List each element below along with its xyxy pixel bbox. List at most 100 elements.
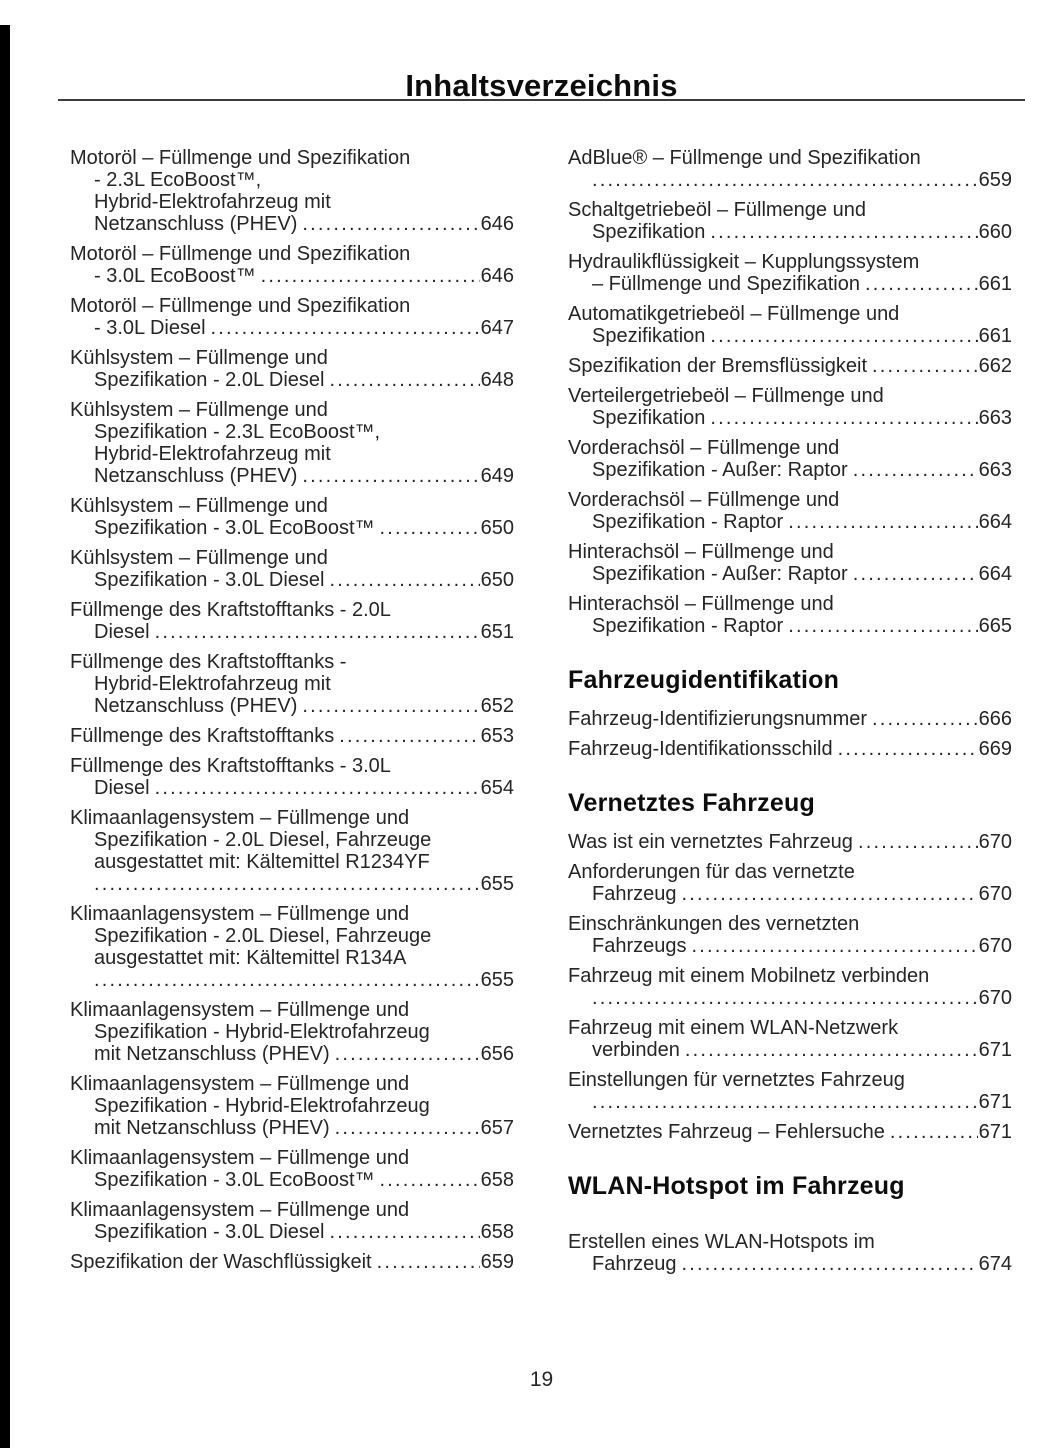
toc-entry-last-line: Diesel..................................… [70,621,514,643]
toc-entry-last-line: Netzanschluss (PHEV)....................… [70,213,514,235]
toc-entry: Motoröl – Füllmenge und Spezifikation - 3… [70,295,514,339]
toc-entry-line: Hybrid-Elektrofahrzeug mit [94,673,331,695]
toc-entry: Füllmenge des Kraftstofftanks - 3.0L Dies… [70,755,514,799]
toc-entry-line: Vorderachsöl – Füllmenge und [568,489,840,511]
dot-leader: ........................................… [837,738,978,760]
toc-entry-last-line: Fahrzeug-Identifizierungsnummer.........… [568,708,1012,730]
dot-leader: ........................................… [210,317,480,339]
toc-entry-line: ausgestattet mit: Kältemittel R134A [94,947,407,969]
dot-leader: ........................................… [302,213,480,235]
dot-leader: ........................................… [889,1121,978,1143]
toc-page-number: 671 [978,1039,1012,1061]
toc-entry: Füllmenge des Kraftstofftanks...........… [70,725,514,747]
toc-entry-line: Verteilergetriebeöl – Füllmenge und [568,385,884,407]
toc-entry: Hinterachsöl – Füllmenge und Spezifikatio… [568,593,1012,637]
toc-entry: Anforderungen für das vernetzte Fahrzeug.… [568,861,1012,905]
toc-entry-text: Netzanschluss (PHEV) [94,213,298,235]
toc-entry-last-line: Spezifikation - 3.0L EcoBoost™..........… [70,517,514,539]
toc-entry-text: Was ist ein vernetztes Fahrzeug [568,831,853,853]
toc-entry-last-line: ........................................… [568,1091,1012,1113]
toc-entry-text: Diesel [94,621,150,643]
toc-entry-text: Spezifikation der Bremsflüssigkeit [568,355,868,377]
toc-entry: Klimaanlagensystem – Füllmenge und Spezif… [70,999,514,1065]
toc-entry-line: Hydraulikflüssigkeit – Kupplungssystem [568,251,920,273]
toc-entry-line: Motoröl – Füllmenge und Spezifikation [70,243,411,265]
toc-entry-line: Motoröl – Füllmenge und Spezifikation [70,295,411,317]
toc-entry: Einschränkungen des vernetzten Fahrzeugs.… [568,913,1012,957]
dot-leader: ........................................… [681,1253,978,1275]
toc-entry-text: - 3.0L Diesel [94,317,206,339]
dot-leader: ........................................… [302,695,480,717]
toc-entry: Fahrzeug-Identifizierungsnummer.........… [568,708,1012,730]
toc-entry-line: Klimaanlagensystem – Füllmenge und [70,807,410,829]
toc-entry: Kühlsystem – Füllmenge und Spezifikation … [70,399,514,487]
toc-page-number: 651 [480,621,514,643]
toc-page-number: 670 [978,987,1012,1009]
toc-entry-text: Spezifikation - 3.0L EcoBoost™ [94,517,375,539]
toc-page-number: 648 [480,369,514,391]
toc-entry-line: Hinterachsöl – Füllmenge und [568,593,834,615]
toc-entry-line: Schaltgetriebeöl – Füllmenge und [568,199,866,221]
toc-entry-last-line: Spezifikation der Waschflüssigkeit......… [70,1251,514,1273]
toc-entry-text: Spezifikation - Raptor [592,511,784,533]
toc-entry: Klimaanlagensystem – Füllmenge und Spezif… [70,1073,514,1139]
title-divider-rule [58,99,1025,101]
toc-entry-text: - 3.0L EcoBoost™ [94,265,256,287]
dot-leader: ........................................… [334,1043,480,1065]
toc-entry-last-line: ........................................… [568,987,1012,1009]
toc-entry: Vorderachsöl – Füllmenge und Spezifikatio… [568,489,1012,533]
dot-leader: ........................................… [872,708,978,730]
toc-column-left: Motoröl – Füllmenge und Spezifikation - 2… [70,147,514,1281]
toc-page-number: 650 [480,517,514,539]
toc-entry-text: Fahrzeug-Identifizierungsnummer [568,708,868,730]
scan-edge-bar [0,25,10,1448]
toc-entry-line: Spezifikation - Hybrid-Elektrofahrzeug [94,1095,430,1117]
toc-entry-line: AdBlue® – Füllmenge und Spezifikation [568,147,921,169]
dot-leader: ........................................… [154,621,480,643]
toc-entry-last-line: Füllmenge des Kraftstofftanks...........… [70,725,514,747]
toc-entry-text: Fahrzeug [592,883,677,905]
toc-entry-line: Einschränkungen des vernetzten [568,913,860,935]
toc-entry-last-line: ........................................… [70,969,514,991]
toc-entry: Fahrzeug mit einem Mobilnetz verbinden..… [568,965,1012,1009]
toc-entry: Verteilergetriebeöl – Füllmenge und Spezi… [568,385,1012,429]
dot-leader: ........................................… [681,883,978,905]
toc-entry-text: verbinden [592,1039,680,1061]
dot-leader: ........................................… [379,1169,480,1191]
toc-entry: Füllmenge des Kraftstofftanks - 2.0L Dies… [70,599,514,643]
dot-leader: ........................................… [154,777,480,799]
section-heading: Vernetztes Fahrzeug [568,789,815,817]
toc-entry-text: mit Netzanschluss (PHEV) [94,1043,330,1065]
toc-entry-text: Spezifikation - Außer: Raptor [592,563,848,585]
toc-entry: Fahrzeug-Identifikationsschild..........… [568,738,1012,760]
toc-entry-last-line: Was ist ein vernetztes Fahrzeug.........… [568,831,1012,853]
toc-page-number: 652 [480,695,514,717]
dot-leader: ........................................… [260,265,480,287]
dot-leader: ........................................… [691,935,978,957]
toc-entry-last-line: - 3.0L EcoBoost™........................… [70,265,514,287]
toc-page-number: 646 [480,213,514,235]
toc-entry-line: Kühlsystem – Füllmenge und [70,399,328,421]
toc-entry-text: Füllmenge des Kraftstofftanks [70,725,335,747]
toc-entry: Hydraulikflüssigkeit – Kupplungssystem – … [568,251,1012,295]
toc-entry-line: Motoröl – Füllmenge und Spezifikation [70,147,411,169]
toc-page-number: 671 [978,1091,1012,1113]
toc-entry-last-line: Netzanschluss (PHEV)....................… [70,695,514,717]
toc-entry-line: ausgestattet mit: Kältemittel R1234YF [94,851,430,873]
toc-entry: Was ist ein vernetztes Fahrzeug.........… [568,831,1012,853]
toc-entry-line: Kühlsystem – Füllmenge und [70,347,328,369]
toc-entry-line: Klimaanlagensystem – Füllmenge und [70,1147,410,1169]
toc-page-number: 654 [480,777,514,799]
toc-page-number: 661 [978,273,1012,295]
toc-entry-line: Füllmenge des Kraftstofftanks - 2.0L [70,599,391,621]
toc-entry: Klimaanlagensystem – Füllmenge und Spezif… [70,1199,514,1243]
toc-entry-line: Spezifikation - 2.0L Diesel, Fahrzeuge [94,829,432,851]
toc-entry-line: Anforderungen für das vernetzte [568,861,855,883]
toc-entry-text: Spezifikation - 3.0L EcoBoost™ [94,1169,375,1191]
toc-entry-text: mit Netzanschluss (PHEV) [94,1117,330,1139]
toc-page-number: 670 [978,883,1012,905]
toc-entry-line: Kühlsystem – Füllmenge und [70,547,328,569]
toc-entry: AdBlue® – Füllmenge und Spezifikation...… [568,147,1012,191]
toc-entry-line: Füllmenge des Kraftstofftanks - 3.0L [70,755,391,777]
toc-page-number: 649 [480,465,514,487]
